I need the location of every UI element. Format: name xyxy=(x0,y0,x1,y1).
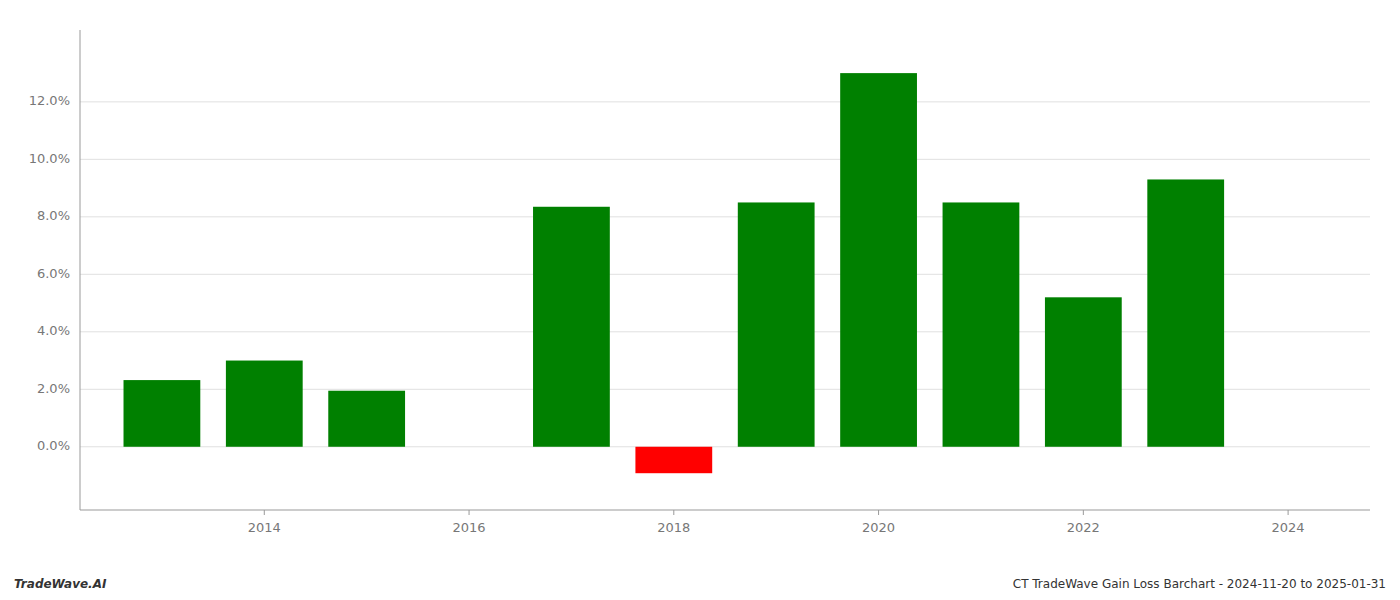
bar xyxy=(840,73,917,447)
x-tick-label: 2020 xyxy=(862,520,895,535)
x-tick xyxy=(673,510,674,515)
grid-line xyxy=(80,101,1370,102)
bar xyxy=(226,361,303,447)
x-tick xyxy=(264,510,265,515)
y-grid xyxy=(80,102,1370,447)
background xyxy=(0,0,1400,600)
y-tick-label: 2.0% xyxy=(37,381,70,396)
y-tick-label: 12.0% xyxy=(29,93,70,108)
bar xyxy=(124,380,201,447)
x-tick xyxy=(878,510,879,515)
bars xyxy=(124,73,1225,473)
x-axis-line xyxy=(80,510,1370,511)
bar xyxy=(943,202,1020,446)
bar xyxy=(635,447,712,473)
footer-right: CT TradeWave Gain Loss Barchart - 2024-1… xyxy=(1013,577,1386,591)
y-tick-label: 6.0% xyxy=(37,266,70,281)
footer-left: TradeWave.AI xyxy=(14,577,107,591)
x-tick-label: 2018 xyxy=(657,520,690,535)
y-ticks: 0.0% 2.0% 4.0% 6.0% 8.0% 10.0% 12.0% xyxy=(29,93,70,453)
chart-svg: 0.0%2.0%4.0%6.0%8.0%10.0%12.0%2014201620… xyxy=(0,0,1400,600)
chart-container: 0.0%2.0%4.0%6.0%8.0%10.0%12.0%2014201620… xyxy=(0,0,1400,600)
grid-line xyxy=(80,159,1370,160)
x-tick-label: 2022 xyxy=(1067,520,1100,535)
x-tick-label: 2014 xyxy=(248,520,281,535)
x-tick-label: 2016 xyxy=(453,520,486,535)
x-ticks: 2014 2016 2018 2020 2022 2024 xyxy=(248,510,1305,535)
bar xyxy=(328,391,405,447)
x-tick xyxy=(1083,510,1084,515)
x-tick-label: 2024 xyxy=(1272,520,1305,535)
bar xyxy=(1045,297,1122,446)
y-tick-label: 10.0% xyxy=(29,151,70,166)
y-tick-label: 8.0% xyxy=(37,208,70,223)
x-tick xyxy=(469,510,470,515)
y-axis-line xyxy=(80,30,81,510)
bar xyxy=(738,202,815,446)
bar xyxy=(1147,179,1224,446)
x-tick xyxy=(1288,510,1289,515)
y-tick-label: 4.0% xyxy=(37,323,70,338)
bar xyxy=(533,207,610,447)
y-tick-label: 0.0% xyxy=(37,438,70,453)
